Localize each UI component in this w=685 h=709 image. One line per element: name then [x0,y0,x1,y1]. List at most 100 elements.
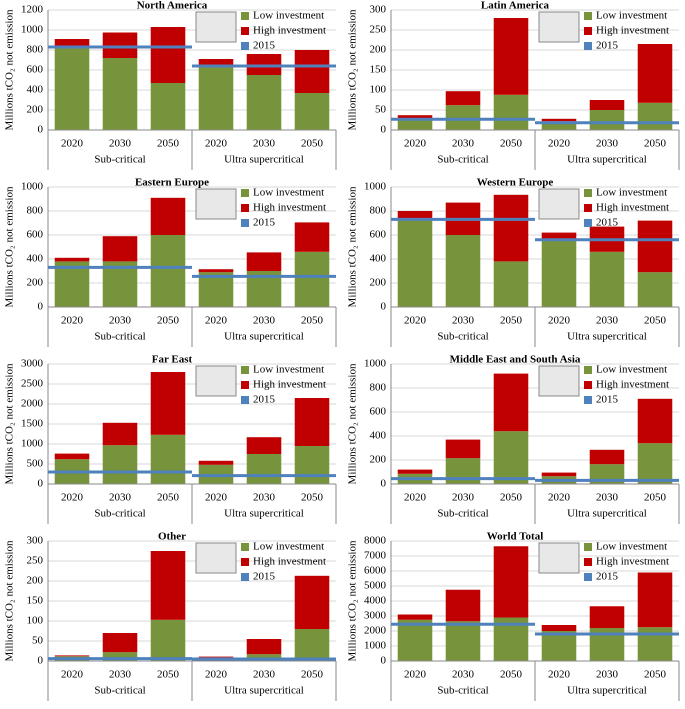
chart-title: Far East [152,354,193,366]
y-tick-label: 200 [370,44,387,56]
y-tick-label: 3000 [21,358,44,370]
bar-segment [294,251,330,307]
x-tick-label: 2050 [500,492,523,504]
legend-swatch [584,366,592,374]
bar-segment [102,422,138,446]
legend-swatch [584,543,592,551]
y-tick-label: 400 [27,84,44,96]
bar-segment [589,110,625,130]
legend-swatch [241,204,249,212]
y-tick-label: 600 [27,64,44,76]
y-tick-label: 7000 [364,550,387,562]
y-tick-label: 800 [370,205,387,217]
y-axis-label: Millions tCO₂ not emission [4,363,16,484]
y-tick-label: 800 [27,44,44,56]
legend-swatch [241,42,249,50]
bar-segment [294,575,330,629]
y-tick-label: 8000 [364,535,387,547]
bar-segment [493,194,529,262]
bar-segment [198,272,234,307]
bar-segment [246,639,282,655]
y-tick-label: 3000 [364,610,387,622]
x-tick-label: 2050 [157,492,180,504]
legend-label: High investment [596,379,669,391]
legend-label: High investment [253,202,326,214]
legend-label: Low investment [596,187,667,199]
bar-segment [589,251,625,307]
chart-title: Latin America [481,0,550,12]
group-label: Sub-critical [437,154,488,166]
bar-segment [294,93,330,130]
y-tick-label: 1000 [364,640,387,652]
y-axis-label: Millions tCO₂ not emission [347,540,359,661]
y-tick-label: 800 [370,382,387,394]
y-axis-label: Millions tCO₂ not emission [4,540,16,661]
chart-panel: 0 200 400 600 800 1000 2020 2030 2050 2020 2030 205… [347,177,680,347]
x-tick-label: 2020 [205,315,228,327]
group-label: Ultra supercritical [224,331,304,343]
bar-segment [102,236,138,262]
bar-segment [150,372,186,435]
bar-segment [445,458,481,484]
y-tick-label: 0 [381,478,387,490]
y-tick-label: 50 [375,104,387,116]
x-tick-label: 2050 [644,492,667,504]
group-label: Sub-critical [437,685,488,697]
bar-segment [493,373,529,432]
y-tick-label: 100 [27,615,44,627]
x-tick-label: 2020 [61,492,84,504]
legend-label: Low investment [596,541,667,553]
bar-segment [445,235,481,307]
map-icon [195,542,237,574]
bar-segment [198,269,234,273]
bar-segment [637,220,673,273]
legend-swatch [584,219,592,227]
bar-segment [397,219,433,307]
x-tick-label: 2050 [301,315,324,327]
legend-label: High investment [253,556,326,568]
bar-segment [445,105,481,130]
chart-panel: 0 200 400 600 800 1000 2020 2030 2050 2020 2030 205… [347,354,680,524]
y-tick-label: 2000 [364,625,387,637]
map-icon [195,188,237,220]
legend-swatch [241,573,249,581]
bar-segment [541,121,577,130]
legend-label: Low investment [596,10,667,22]
bar-segment [150,551,186,620]
y-tick-label: 1000 [21,24,44,36]
bar-segment [54,655,90,657]
y-axis-label: Millions tCO₂ not emission [347,186,359,307]
chart-title: Western Europe [477,177,554,189]
x-tick-label: 2030 [109,669,132,681]
y-tick-label: 0 [38,478,44,490]
y-tick-label: 400 [370,253,387,265]
y-tick-label: 150 [370,64,387,76]
legend-label: Low investment [253,541,324,553]
legend-swatch [584,27,592,35]
y-tick-label: 5000 [364,580,387,592]
chart-title: North America [137,0,208,12]
x-tick-label: 2050 [500,669,523,681]
y-tick-label: 200 [27,277,44,289]
y-tick-label: 600 [27,229,44,241]
bar-segment [589,606,625,628]
bar-segment [637,272,673,307]
x-tick-label: 2030 [452,492,475,504]
bar-segment [637,44,673,103]
bar-segment [493,94,529,130]
legend-label: 2015 [596,394,619,406]
group-label: Ultra supercritical [567,331,647,343]
bar-segment [445,91,481,106]
y-tick-label: 0 [38,124,44,136]
legend-label: 2015 [596,40,619,52]
y-tick-label: 800 [27,205,44,217]
x-tick-label: 2030 [596,315,619,327]
bar-segment [198,66,234,130]
bar-segment [246,252,282,271]
bar-segment [102,652,138,661]
legend-swatch [241,219,249,227]
x-tick-label: 2050 [157,138,180,150]
x-tick-label: 2020 [61,315,84,327]
x-tick-label: 2020 [205,138,228,150]
